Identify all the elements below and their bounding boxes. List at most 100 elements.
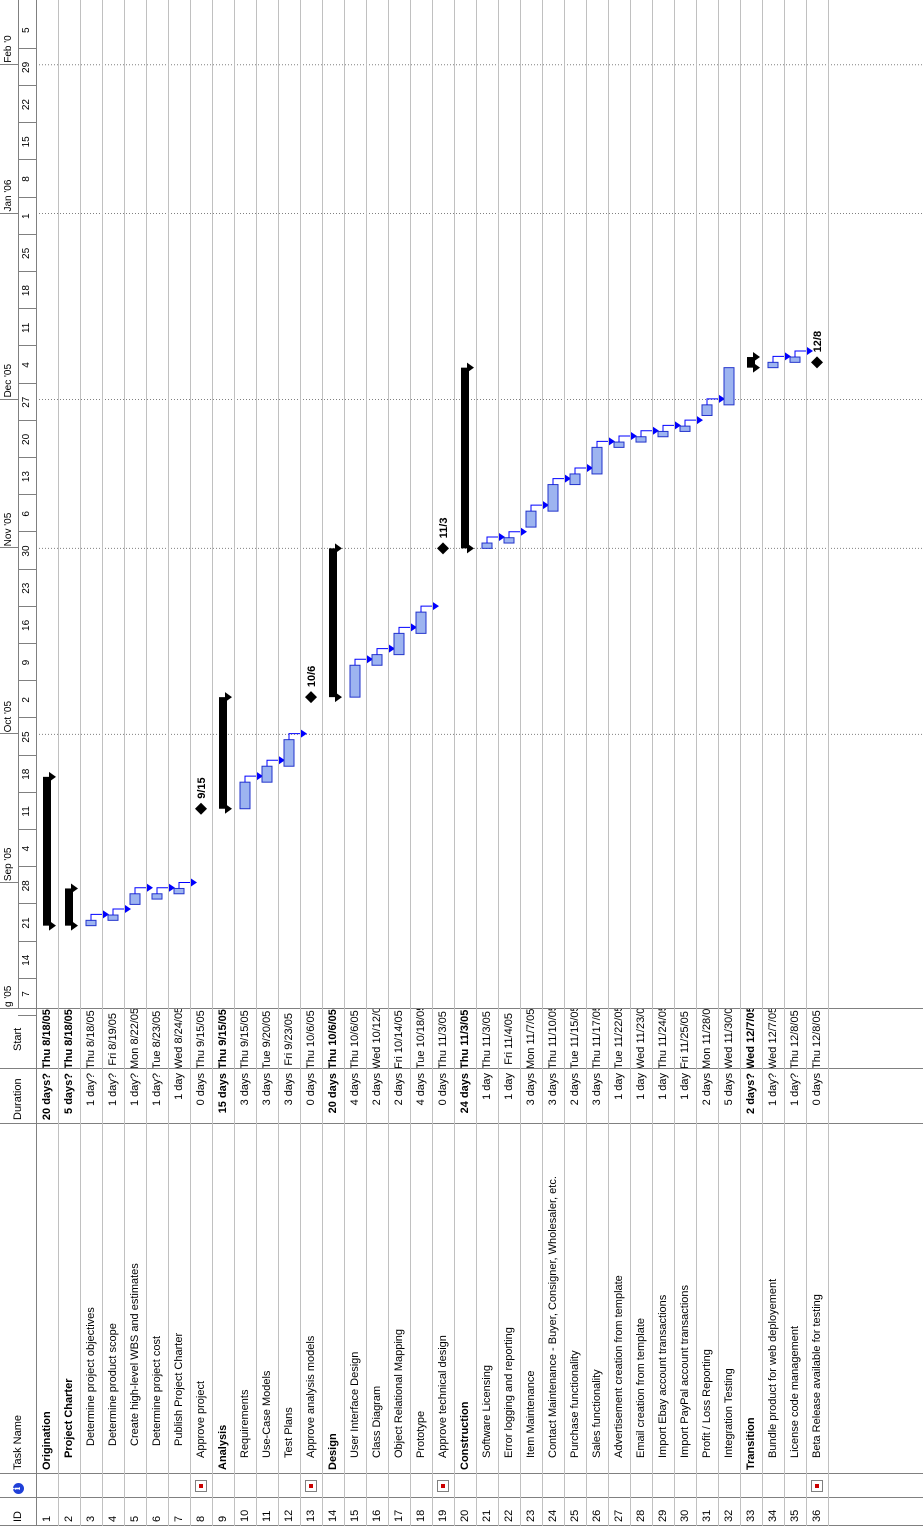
milestone-date-label: 10/6 — [306, 666, 318, 687]
row-divider — [696, 0, 697, 1526]
row-divider — [674, 0, 675, 1526]
dependency-arrow — [147, 883, 153, 892]
row-divider — [366, 0, 367, 1526]
dependency-link — [420, 605, 437, 613]
task-bar — [525, 510, 537, 528]
task-bar — [767, 361, 779, 369]
task-bar — [657, 430, 669, 438]
dependency-link — [134, 887, 151, 894]
dependency-arrow — [521, 527, 527, 536]
row-divider — [476, 0, 477, 1526]
task-bar — [569, 473, 581, 486]
row-divider — [432, 0, 433, 1526]
task-bar — [635, 436, 647, 443]
row-divider — [652, 0, 653, 1526]
dependency-arrow — [279, 756, 285, 765]
task-bar — [349, 664, 361, 698]
dependency-link — [354, 658, 371, 666]
dependency-arrow — [499, 533, 505, 542]
milestone-marker — [305, 691, 317, 704]
task-bar — [481, 542, 493, 549]
dependency-arrow — [587, 463, 593, 472]
dependency-arrow — [367, 655, 373, 664]
dependency-link — [794, 350, 811, 358]
dependency-arrow — [389, 644, 395, 653]
dependency-link — [90, 913, 107, 921]
task-bar — [129, 893, 141, 905]
row-divider — [344, 0, 345, 1526]
summary-bar — [461, 367, 469, 549]
row-divider — [520, 0, 521, 1526]
dependency-arrow — [257, 772, 263, 781]
dependency-arrow — [411, 623, 417, 632]
row-divider — [278, 0, 279, 1526]
summary-bar — [219, 697, 227, 809]
row-divider — [190, 0, 191, 1526]
row-divider — [168, 0, 169, 1526]
dependency-link — [552, 478, 569, 485]
dependency-arrow — [807, 347, 813, 356]
summary-end-marker — [753, 352, 760, 363]
task-bar — [723, 367, 735, 406]
row-divider — [718, 0, 719, 1526]
dependency-link — [112, 908, 129, 916]
summary-end-marker — [467, 543, 474, 554]
row-divider — [124, 0, 125, 1526]
task-bar — [393, 632, 405, 656]
dependency-arrow — [301, 729, 307, 738]
dependency-arrow — [543, 501, 549, 510]
task-bar — [371, 654, 383, 666]
row-divider — [146, 0, 147, 1526]
dependency-link — [376, 648, 393, 655]
row-divider — [80, 0, 81, 1526]
row-divider — [740, 0, 741, 1526]
dependency-link — [706, 398, 723, 405]
dependency-arrow — [719, 394, 725, 403]
milestone-marker — [437, 542, 449, 555]
dependency-link — [178, 881, 195, 889]
dependency-link — [244, 775, 261, 783]
task-bar — [415, 611, 427, 634]
task-bar — [283, 739, 295, 767]
dependency-link — [266, 759, 283, 767]
row-divider — [784, 0, 785, 1526]
dependency-link — [596, 440, 613, 448]
task-bar — [701, 404, 713, 416]
row-divider — [630, 0, 631, 1526]
row-divider — [212, 0, 213, 1526]
dependency-link — [398, 626, 415, 634]
dependency-link — [288, 733, 305, 740]
dependency-arrow — [675, 421, 681, 430]
task-bar — [503, 537, 515, 544]
row-divider — [498, 0, 499, 1526]
dependency-arrow — [609, 437, 615, 446]
summary-end-marker — [49, 920, 56, 931]
summary-end-marker — [467, 362, 474, 373]
dependency-link — [662, 424, 679, 432]
row-divider — [454, 0, 455, 1526]
dependency-link — [156, 887, 173, 894]
dependency-link — [618, 435, 635, 443]
dependency-link — [772, 355, 789, 363]
row-divider — [300, 0, 301, 1526]
dependency-arrow — [565, 474, 571, 483]
summary-end-marker — [71, 883, 78, 894]
row-divider — [608, 0, 609, 1526]
dependency-link — [530, 504, 547, 512]
milestone-marker — [811, 356, 823, 369]
row-divider — [102, 0, 103, 1526]
summary-end-marker — [335, 543, 342, 554]
dependency-arrow — [125, 905, 131, 914]
summary-end-marker — [49, 771, 56, 782]
summary-bar — [329, 548, 337, 698]
dependency-arrow — [191, 878, 197, 887]
dependency-link — [486, 536, 503, 544]
dependency-arrow — [103, 910, 109, 919]
task-bar — [547, 484, 559, 512]
summary-bar — [43, 776, 51, 926]
task-bar — [151, 893, 163, 900]
row-divider — [410, 0, 411, 1526]
row-divider — [586, 0, 587, 1526]
